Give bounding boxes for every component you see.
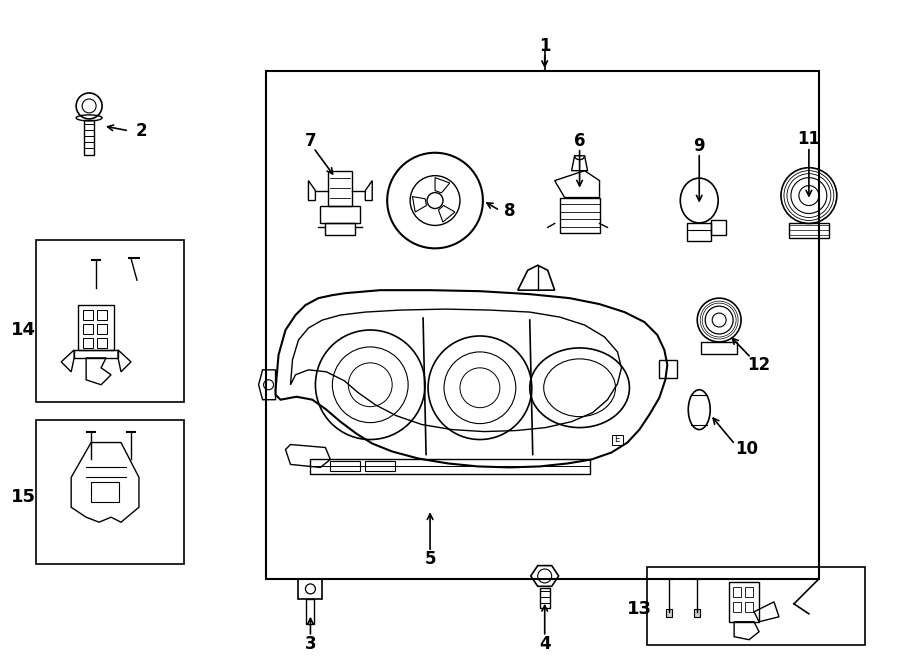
Bar bbox=[688, 223, 711, 241]
Bar bbox=[540, 588, 550, 608]
Bar bbox=[745, 587, 753, 597]
Bar bbox=[745, 602, 753, 612]
Bar bbox=[83, 324, 93, 334]
Bar bbox=[647, 567, 865, 644]
Text: 3: 3 bbox=[304, 635, 316, 652]
Bar bbox=[83, 338, 93, 348]
Bar bbox=[611, 434, 624, 444]
Bar bbox=[365, 461, 395, 471]
Text: 13: 13 bbox=[627, 600, 652, 618]
Text: 5: 5 bbox=[424, 550, 436, 568]
Text: 6: 6 bbox=[574, 132, 585, 150]
Text: 7: 7 bbox=[304, 132, 316, 150]
Bar bbox=[711, 221, 726, 235]
Bar bbox=[74, 350, 118, 358]
Text: E: E bbox=[614, 435, 619, 444]
Bar bbox=[36, 241, 184, 402]
Bar bbox=[97, 338, 107, 348]
Bar bbox=[266, 71, 819, 579]
Bar bbox=[84, 120, 94, 155]
Bar bbox=[97, 324, 107, 334]
Bar bbox=[694, 609, 700, 617]
Text: 2: 2 bbox=[135, 122, 147, 140]
Bar bbox=[734, 602, 741, 612]
Bar bbox=[310, 459, 590, 475]
Text: 9: 9 bbox=[693, 137, 705, 155]
Bar bbox=[97, 310, 107, 320]
Text: 10: 10 bbox=[735, 440, 759, 459]
Text: 11: 11 bbox=[797, 130, 821, 148]
Text: 4: 4 bbox=[539, 635, 551, 652]
Bar bbox=[789, 223, 829, 239]
Bar bbox=[734, 587, 741, 597]
Bar bbox=[83, 310, 93, 320]
Bar bbox=[299, 579, 322, 599]
Bar bbox=[330, 461, 360, 471]
Bar bbox=[666, 609, 672, 617]
Text: 14: 14 bbox=[11, 321, 36, 339]
Bar bbox=[729, 582, 759, 622]
Bar bbox=[306, 599, 314, 624]
Text: 12: 12 bbox=[748, 356, 770, 374]
Text: 15: 15 bbox=[11, 488, 36, 506]
Bar bbox=[36, 420, 184, 564]
Bar bbox=[78, 305, 114, 350]
Text: 1: 1 bbox=[539, 37, 551, 56]
Text: 8: 8 bbox=[504, 202, 516, 219]
Bar bbox=[701, 342, 737, 354]
